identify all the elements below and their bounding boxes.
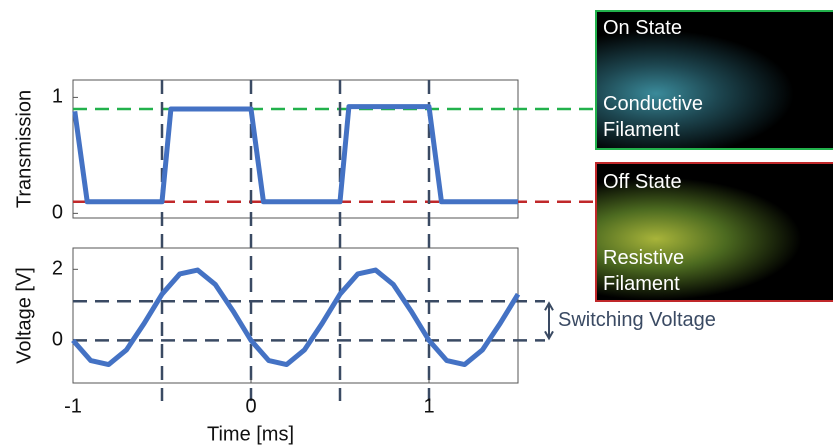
y-axis-label: Transmission bbox=[13, 90, 35, 208]
data-line bbox=[71, 267, 521, 368]
inset-title: On State bbox=[603, 17, 682, 39]
inset-label: Resistive bbox=[603, 247, 685, 269]
off-state-inset: Off State Resistive Filament bbox=[595, 162, 833, 302]
y-tick-label: 0 bbox=[52, 202, 63, 224]
y-tick-label: 2 bbox=[52, 258, 63, 280]
inset-label: Filament bbox=[603, 273, 680, 295]
annotation: Switching Voltage bbox=[558, 309, 716, 331]
x-tick-label: 1 bbox=[423, 395, 434, 417]
x-tick-label: -1 bbox=[64, 395, 82, 417]
x-axis-label: Time [ms] bbox=[207, 423, 294, 445]
y-axis-label: Voltage [V] bbox=[13, 267, 35, 364]
plot-frame bbox=[72, 247, 519, 384]
y-tick-label: 1 bbox=[52, 86, 63, 108]
inset-label: Conductive bbox=[603, 93, 704, 115]
inset-label: Filament bbox=[603, 119, 680, 141]
y-tick-label: 0 bbox=[52, 329, 63, 351]
x-tick-label: 0 bbox=[245, 395, 256, 417]
plot-frame bbox=[72, 79, 519, 219]
on-state-inset: On State Conductive Filament bbox=[595, 10, 833, 150]
arrow-head bbox=[544, 330, 554, 341]
data-line bbox=[72, 104, 518, 205]
arrow-head bbox=[544, 301, 554, 311]
inset-title: Off State bbox=[603, 171, 682, 193]
